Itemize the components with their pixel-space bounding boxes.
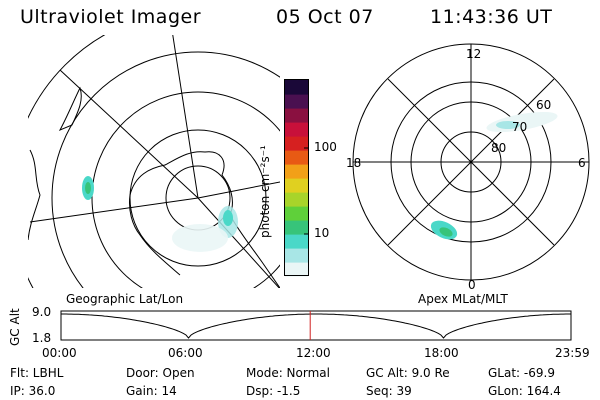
altitude-xtick: 06:00 — [168, 346, 203, 360]
altitude-xtick: 12:00 — [296, 346, 331, 360]
colorbar-tick-100: 100 — [314, 140, 337, 154]
altitude-xtick: 23:59 — [555, 346, 590, 360]
colorbar-band — [285, 94, 308, 109]
altitude-ytick-high: 9.0 — [32, 305, 52, 319]
door-status: Door: Open — [126, 366, 195, 380]
colorbar-band — [285, 164, 308, 179]
geo-meridian — [172, 35, 199, 199]
emission-patch — [496, 121, 520, 129]
colorbar-band — [285, 248, 308, 263]
colorbar-band — [285, 108, 308, 123]
altitude-plot-frame — [60, 310, 572, 341]
mlt-label-bottom: 0 — [468, 278, 476, 292]
dsp-status: Dsp: -1.5 — [246, 384, 301, 398]
geo-meridian — [197, 181, 280, 199]
mlt-label-right: 6 — [578, 156, 586, 170]
colorbar-band — [285, 234, 308, 249]
emission-patch — [223, 210, 233, 226]
geo-meridian — [29, 197, 199, 223]
instrument-title: Ultraviolet Imager — [20, 6, 202, 28]
altitude-xtick: 00:00 — [42, 346, 77, 360]
mode-status: Mode: Normal — [246, 366, 330, 380]
colorbar — [284, 79, 309, 277]
image-time: 11:43:36 UT — [430, 6, 553, 28]
geo-lat-circle — [91, 91, 280, 288]
seq-status: Seq: 39 — [366, 384, 412, 398]
glon-status: GLon: 164.4 — [488, 384, 561, 398]
emission-patch — [85, 182, 91, 194]
colorbar-band — [285, 262, 308, 277]
orbit-altitude-curve — [61, 313, 571, 339]
polar-panel-label: Apex MLat/MLT — [418, 292, 508, 306]
new-zealand-outline — [58, 86, 82, 131]
colorbar-band — [285, 150, 308, 165]
australia-coastline — [28, 149, 41, 241]
ip-status: IP: 36.0 — [10, 384, 56, 398]
geo-lat-circle — [28, 35, 106, 288]
colorbar-band — [285, 178, 308, 193]
emission-patch — [439, 227, 453, 237]
geo-meridian — [197, 197, 280, 288]
gain-status: Gain: 14 — [126, 384, 177, 398]
altitude-ytick-low: 1.8 — [32, 331, 52, 345]
mlat-label-80: 80 — [491, 141, 507, 155]
mlat-label-70: 70 — [512, 120, 528, 134]
mlat-label-60: 60 — [536, 98, 552, 112]
polar-meridian-diagonal — [387, 78, 555, 246]
colorbar-band — [285, 80, 308, 95]
geo-meridian — [59, 69, 199, 199]
altitude-plot — [60, 310, 572, 341]
colorbar-band — [285, 206, 308, 221]
filter-status: Flt: LBHL — [10, 366, 64, 380]
colorbar-band — [285, 122, 308, 137]
geographic-map-panel — [28, 35, 280, 288]
altitude-plot-ylabel: GC Alt — [8, 308, 22, 346]
emission-haze — [172, 224, 228, 252]
gc-alt-status: GC Alt: 9.0 Re — [366, 366, 450, 380]
geo-lat-circle — [51, 51, 280, 288]
colorbar-band — [285, 220, 308, 235]
polar-mlt-panel — [352, 43, 590, 281]
colorbar-tick-10: 10 — [314, 226, 330, 240]
altitude-xtick: 18:00 — [424, 346, 459, 360]
colorbar-unit-label: photon cm⁻²s⁻¹ — [258, 145, 272, 238]
glat-status: GLat: -69.9 — [488, 366, 555, 380]
geographic-panel-label: Geographic Lat/Lon — [66, 292, 184, 306]
image-date: 05 Oct 07 — [276, 6, 374, 28]
mlt-label-left: 18 — [346, 156, 362, 170]
colorbar-band — [285, 192, 308, 207]
colorbar-band — [285, 136, 308, 151]
mlt-label-top: 12 — [466, 47, 482, 61]
